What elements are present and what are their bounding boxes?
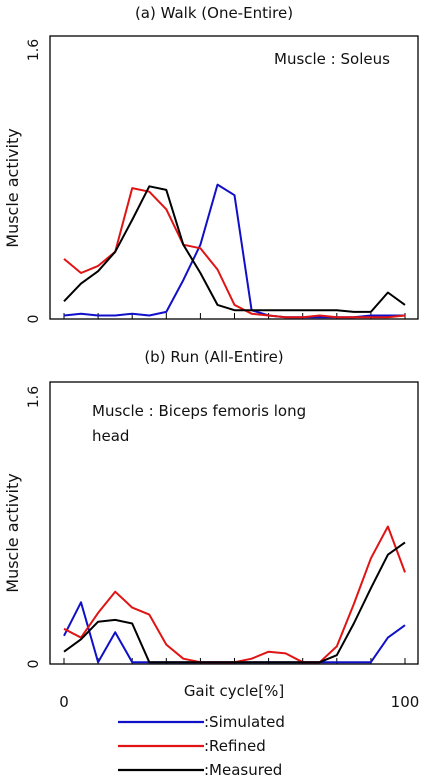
panel-b-ytick-top: 1.6 (26, 386, 42, 408)
panel-a-walk: (a) Walk (One-Entire) Muscle : Soleus Mu… (3, 4, 419, 324)
panel-a-xticks (63, 313, 406, 319)
legend-label-measured: :Measured (204, 761, 282, 779)
panel-a-lines (63, 183, 406, 319)
panel-b-title: (b) Run (All-Entire) (144, 348, 283, 366)
panel-a-annotation: Muscle : Soleus (274, 50, 390, 68)
legend-label-simulated: :Simulated (204, 713, 285, 731)
panel-b-ytick-zero: 0 (26, 660, 42, 669)
panel-a-series-measured (63, 185, 406, 313)
panel-a-series-refined (63, 187, 406, 319)
panel-b-xtick-0: 0 (59, 693, 69, 711)
panel-b-annotation-line1: Muscle : Biceps femoris long (92, 402, 306, 420)
panel-a-frame (49, 35, 419, 320)
panel-b-series-simulated (63, 601, 406, 664)
panel-b-series-refined (63, 525, 406, 664)
panel-b-xlabel: Gait cycle[%] (184, 682, 284, 700)
panel-b-ylabel: Muscle activity (3, 473, 22, 592)
legend: :Simulated :Refined :Measured (118, 713, 285, 779)
legend-label-refined: :Refined (204, 737, 266, 755)
panel-b-annotation-line2: head (92, 427, 129, 445)
panel-a-ytick-zero: 0 (26, 315, 42, 324)
panel-a-ylabel: Muscle activity (3, 128, 22, 247)
panel-b-run: (b) Run (All-Entire) Muscle : Biceps fem… (3, 348, 419, 711)
panel-b-xtick-100: 100 (391, 693, 420, 711)
panel-b-lines (63, 525, 406, 664)
panel-b-series-measured (63, 541, 406, 664)
panel-a-title: (a) Walk (One-Entire) (135, 4, 293, 22)
panel-a-ytick-top: 1.6 (26, 39, 42, 61)
